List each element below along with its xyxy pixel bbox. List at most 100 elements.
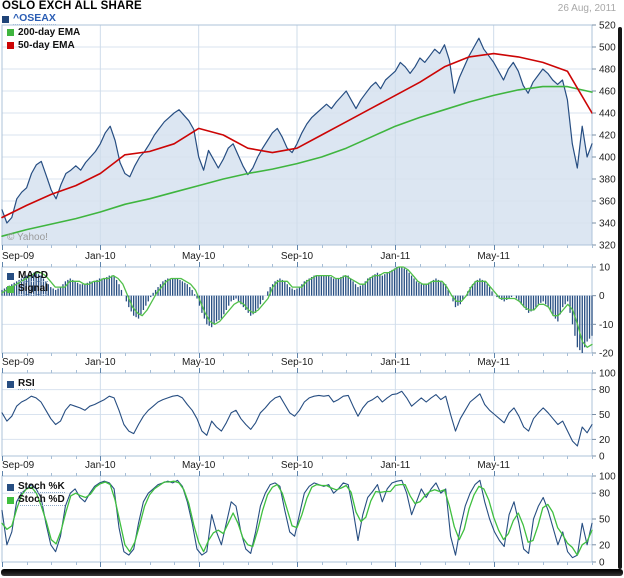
minor-tick <box>542 370 544 373</box>
200-day-ema-line <box>1 85 593 237</box>
major-tick <box>100 245 102 250</box>
minor-tick <box>567 370 569 373</box>
major-tick <box>297 245 298 250</box>
y-axis-value: 80 <box>599 489 611 500</box>
minor-tick <box>321 353 323 356</box>
y-axis-value: 0 <box>599 558 605 569</box>
macd-bars <box>1 267 593 353</box>
minor-tick <box>174 456 176 459</box>
minor-tick <box>149 473 151 476</box>
minor-tick <box>247 473 249 476</box>
50-day-ema-line <box>1 52 593 219</box>
minor-tick <box>542 264 544 267</box>
y-axis-value: 380 <box>599 175 616 186</box>
ema50-swatch-icon <box>7 42 14 49</box>
x-axis-label: Jan-10 <box>85 460 116 471</box>
symbol-label[interactable]: ^OSEAX <box>13 12 56 25</box>
legend-signal[interactable]: Signal <box>7 283 49 295</box>
minor-tick <box>592 245 593 248</box>
minor-tick <box>124 562 126 565</box>
stoch-d-line <box>1 480 593 556</box>
minor-tick <box>346 245 348 248</box>
minor-tick <box>26 473 28 476</box>
minor-tick <box>419 264 421 267</box>
major-tick <box>297 368 298 373</box>
minor-tick <box>149 245 151 248</box>
x-axis-label: Sep-10 <box>280 357 314 368</box>
x-axis-label: May-11 <box>477 460 510 471</box>
minor-tick <box>124 370 126 373</box>
rsi-label: RSI <box>18 378 35 390</box>
minor-tick <box>518 245 520 248</box>
major-tick <box>395 353 397 358</box>
minor-tick <box>272 456 274 459</box>
major-tick <box>100 456 102 461</box>
x-axis-label: May-11 <box>477 251 510 262</box>
minor-tick <box>149 456 151 459</box>
y-axis-value: 420 <box>599 131 616 142</box>
major-tick <box>198 353 200 358</box>
minor-tick <box>542 245 544 248</box>
y-axis-value: 440 <box>599 109 616 120</box>
major-tick <box>2 562 3 567</box>
minor-tick <box>346 264 348 267</box>
y-axis-value: 100 <box>599 472 616 483</box>
minor-tick <box>592 264 593 267</box>
minor-tick <box>174 473 176 476</box>
minor-tick <box>469 353 471 356</box>
minor-tick <box>346 456 348 459</box>
major-tick <box>100 262 102 267</box>
major-tick <box>100 471 102 476</box>
y-axis-value: 360 <box>599 197 616 208</box>
minor-tick <box>444 264 446 267</box>
price-chart-panel: 320 340 360 380 400 420 440 460 480 500 520 <box>1 21 616 252</box>
x-axis-label: May-10 <box>181 357 216 368</box>
minor-tick <box>370 245 372 248</box>
minor-tick <box>370 562 372 565</box>
minor-tick <box>370 456 372 459</box>
minor-tick <box>469 456 471 459</box>
minor-tick <box>518 370 520 373</box>
x-axis-strip-2: Sep-09 Jan-10 May-10 Sep-10 Jan-11 May-11 <box>0 353 624 373</box>
minor-tick <box>419 456 421 459</box>
ema200-swatch-icon <box>7 29 14 36</box>
signal-swatch-icon <box>7 285 14 293</box>
major-tick <box>493 562 495 567</box>
minor-tick <box>247 562 249 565</box>
legend-ema50[interactable]: 50-day EMA <box>7 40 75 51</box>
minor-tick <box>321 456 323 459</box>
minor-tick <box>419 353 421 356</box>
minor-tick <box>469 264 471 267</box>
major-tick <box>100 353 102 358</box>
legend-rsi[interactable]: RSI <box>7 378 35 390</box>
stoch-chart-panel: 0 20 50 80 100 <box>1 472 616 569</box>
minor-tick <box>272 370 274 373</box>
legend-stoch-d[interactable]: Stoch %D <box>7 494 65 506</box>
minor-tick <box>124 456 126 459</box>
legend-stoch-k[interactable]: Stoch %K <box>7 481 65 493</box>
minor-tick <box>321 264 323 267</box>
major-tick <box>100 368 102 373</box>
minor-tick <box>223 264 225 267</box>
bottom-shadow-bar <box>1 569 623 576</box>
minor-tick <box>469 473 471 476</box>
major-tick <box>395 262 397 267</box>
x-axis-label: Sep-10 <box>280 251 314 262</box>
y-axis-value: 20 <box>599 540 611 551</box>
stoch-d-swatch-icon <box>7 496 14 504</box>
major-tick <box>493 471 495 476</box>
symbol-legend: ^OSEAX <box>2 13 56 25</box>
chart-date: 26 Aug, 2011 <box>557 3 616 14</box>
y-axis-value: 500 <box>599 43 616 54</box>
legend-macd[interactable]: MACD <box>7 270 48 282</box>
x-axis-label: Jan-11 <box>380 251 411 262</box>
minor-tick <box>469 370 471 373</box>
minor-tick <box>174 264 176 267</box>
macd-label: MACD <box>18 270 48 282</box>
legend-ema200[interactable]: 200-day EMA <box>7 27 80 38</box>
rsi-line <box>1 390 593 447</box>
major-tick <box>493 353 495 358</box>
minor-tick <box>592 370 593 373</box>
minor-tick <box>592 562 593 565</box>
minor-tick <box>247 370 249 373</box>
